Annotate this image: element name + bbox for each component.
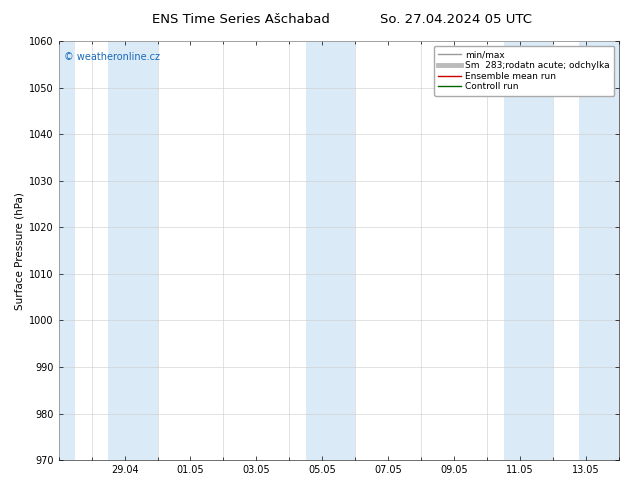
Bar [59, 41, 75, 460]
Bar [108, 41, 157, 460]
Text: ENS Time Series Ašchabad: ENS Time Series Ašchabad [152, 13, 330, 26]
Text: So. 27.04.2024 05 UTC: So. 27.04.2024 05 UTC [380, 13, 533, 26]
Legend: min/max, Sm  283;rodatn acute; odchylka, Ensemble mean run, Controll run: min/max, Sm 283;rodatn acute; odchylka, … [434, 46, 614, 96]
Bar [503, 41, 553, 460]
Bar [579, 41, 619, 460]
Y-axis label: Surface Pressure (hPa): Surface Pressure (hPa) [15, 192, 25, 310]
Text: © weatheronline.cz: © weatheronline.cz [64, 51, 160, 62]
Bar [306, 41, 355, 460]
